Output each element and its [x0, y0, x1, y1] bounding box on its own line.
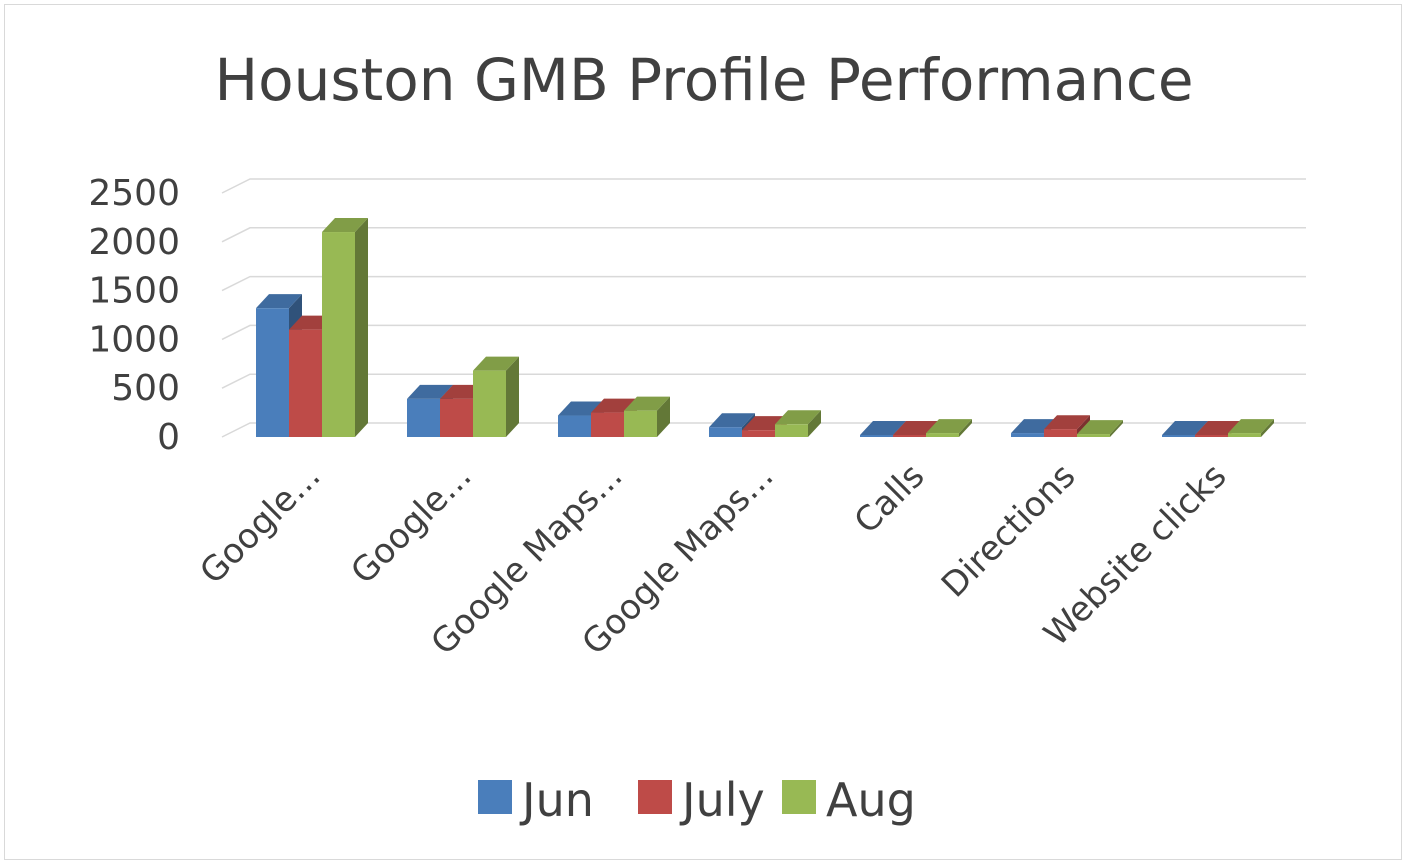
y-tick-label: 2500	[88, 173, 180, 214]
y-tick-label: 0	[157, 417, 180, 458]
y-tick-label: 500	[111, 368, 180, 409]
gridline	[221, 275, 1306, 292]
gridline	[221, 324, 1306, 341]
legend-label: Jun	[519, 773, 594, 827]
y-tick-label: 1000	[88, 319, 180, 360]
bar-aug	[1228, 419, 1274, 437]
bar-aug	[322, 218, 368, 437]
gridline	[221, 227, 1306, 243]
y-tick-label: 1500	[88, 271, 180, 312]
legend-swatch	[638, 780, 672, 814]
x-category-label: Directions	[934, 456, 1083, 605]
gridline	[221, 178, 1306, 194]
bars	[256, 218, 1274, 437]
legend-label: July	[679, 773, 765, 827]
gridlines	[221, 178, 1306, 438]
y-tick-label: 2000	[88, 222, 180, 263]
bar-aug	[1077, 420, 1123, 437]
bar-aug	[926, 419, 972, 437]
gridline	[221, 373, 1306, 389]
legend-swatch	[782, 780, 816, 814]
x-category-label: Calls	[847, 456, 933, 542]
x-axis-categories: Google... Google...Google Maps...Google M…	[192, 456, 1234, 663]
legend-item-aug: Aug	[782, 773, 916, 827]
bar-aug	[473, 356, 519, 437]
x-category-label: Google...	[343, 456, 479, 592]
chart-title: Houston GMB Profile Performance	[214, 46, 1193, 114]
legend-swatch	[478, 780, 512, 814]
bar-aug	[624, 396, 670, 437]
legend: Jun July Aug	[478, 773, 916, 827]
legend-item-july: July	[638, 773, 765, 827]
legend-label: Aug	[826, 773, 916, 827]
y-axis-ticks: 2500 2000 1500 1000 500 0	[88, 173, 180, 458]
bar-aug	[775, 410, 821, 437]
x-category-label: Google...	[192, 456, 328, 592]
legend-item-jun: Jun	[478, 773, 594, 827]
